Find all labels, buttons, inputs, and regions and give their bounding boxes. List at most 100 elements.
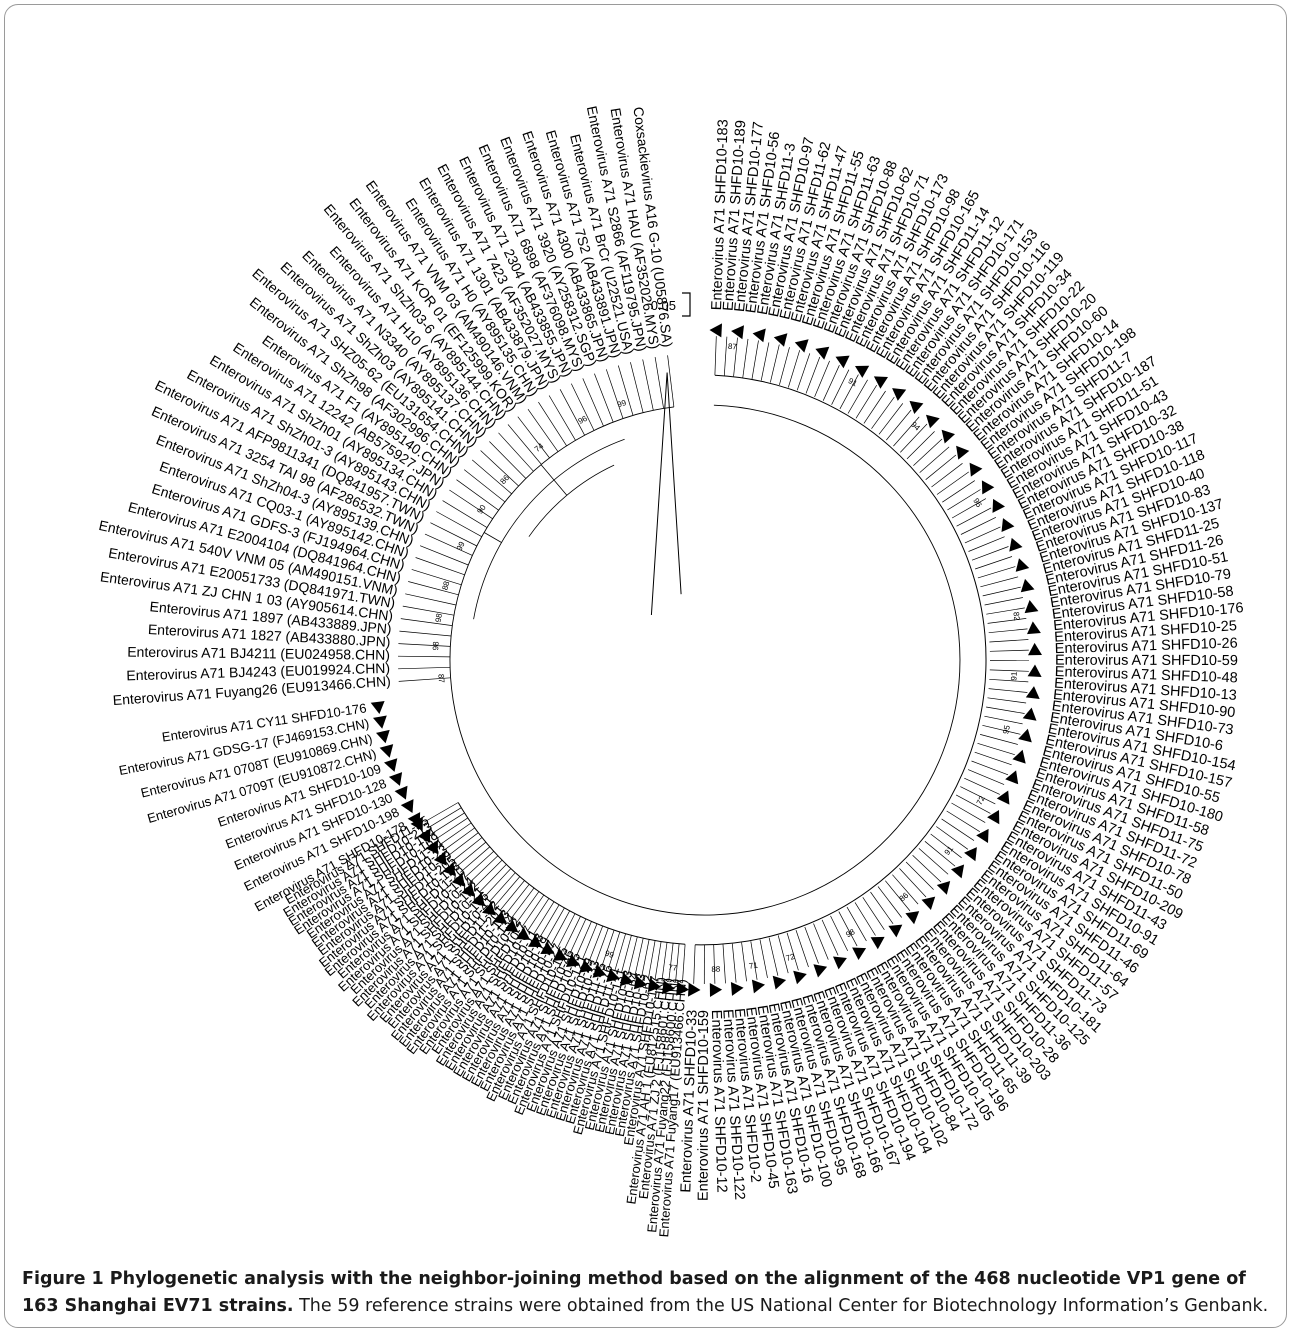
bootstrap-value: 72 bbox=[975, 794, 987, 807]
tree-branch bbox=[900, 423, 928, 453]
collapsed-clade-marker bbox=[870, 936, 885, 950]
collapsed-clade-marker bbox=[969, 462, 983, 477]
phylogenetic-tree: Enterovirus A71 SHFD10-183 Enterovirus A7… bbox=[97, 104, 1244, 1237]
collapsed-clade-marker bbox=[992, 498, 1005, 513]
tree-branch bbox=[411, 569, 462, 586]
tree-branch bbox=[654, 357, 664, 409]
tree-branch bbox=[946, 810, 980, 832]
tree-branch bbox=[971, 546, 1009, 561]
tree-branch bbox=[544, 907, 565, 942]
tree-branch bbox=[936, 471, 970, 495]
tree-branch bbox=[930, 833, 962, 859]
tree-branch bbox=[569, 918, 587, 955]
tree-branch bbox=[451, 837, 483, 863]
collapsed-clade-marker bbox=[528, 934, 543, 948]
tree-branch bbox=[714, 336, 717, 376]
tree-branch bbox=[667, 355, 675, 407]
bootstrap-value: 88 bbox=[440, 580, 451, 592]
bootstrap-value: 91 bbox=[943, 844, 956, 857]
collapsed-clade-marker bbox=[376, 729, 390, 744]
tree-branch bbox=[538, 401, 567, 446]
collapsed-clade-marker bbox=[619, 972, 634, 987]
bootstrap-value: 91 bbox=[1009, 671, 1018, 681]
bootstrap-value: 90 bbox=[475, 503, 488, 516]
tree-branch bbox=[605, 369, 624, 419]
taxon-label: Enterovirus A71 SHFD10-33 bbox=[678, 1010, 700, 1193]
taxon-label: Enterovirus A71 SHFD10-12 bbox=[708, 1010, 730, 1193]
tree-branch bbox=[510, 887, 535, 920]
tree-branch bbox=[831, 369, 850, 405]
collapsed-clade-marker bbox=[451, 873, 466, 887]
collapsed-clade-marker bbox=[1001, 518, 1015, 532]
tree-branch bbox=[517, 416, 550, 459]
tree-branch bbox=[449, 489, 493, 520]
tree-branch bbox=[489, 872, 516, 903]
tree-branch bbox=[989, 669, 1029, 672]
bootstrap-value: 95 bbox=[1001, 724, 1012, 735]
collapsed-clade-marker bbox=[941, 429, 955, 444]
collapsed-clade-marker bbox=[752, 328, 766, 343]
tree-branch bbox=[442, 827, 475, 852]
figure-caption: Figure 1 Phylogenetic analysis with the … bbox=[22, 1266, 1272, 1320]
tree-branch bbox=[968, 536, 1005, 552]
tree-branch bbox=[822, 365, 840, 401]
tree-branch bbox=[830, 915, 849, 952]
tree-branch bbox=[559, 389, 585, 436]
collapsed-clade-marker bbox=[976, 828, 989, 843]
bootstrap-value: 82 bbox=[1011, 611, 1021, 622]
tree-branches bbox=[397, 336, 1030, 985]
outgroup-branch bbox=[650, 372, 682, 616]
tree-branch bbox=[986, 706, 1025, 714]
tree-branch bbox=[550, 910, 571, 946]
tree-branch bbox=[964, 777, 1000, 795]
bootstrap-value: 91 bbox=[847, 376, 860, 388]
bootstrap-value: 99 bbox=[616, 398, 628, 409]
collapsed-clade-marker bbox=[592, 964, 607, 978]
collapsed-clade-marker bbox=[1009, 537, 1023, 552]
collapsed-clade-marker bbox=[384, 758, 398, 772]
bootstrap-value: 98 bbox=[844, 927, 857, 939]
collapsed-clade-marker bbox=[553, 948, 568, 961]
collapsed-clade-marker bbox=[425, 840, 439, 855]
tree-branch bbox=[838, 911, 858, 947]
bootstrap-value: 77 bbox=[668, 963, 678, 973]
collapsed-clade-marker bbox=[394, 785, 408, 800]
tree-branch bbox=[779, 347, 790, 385]
bootstrap-value: 86 bbox=[898, 890, 911, 903]
collapsed-clade-marker bbox=[888, 924, 903, 938]
tree-branch bbox=[460, 846, 491, 873]
taxon-label: Enterovirus A71 SHFD10-26 bbox=[1055, 636, 1238, 658]
collapsed-clade-marker bbox=[540, 941, 555, 954]
tree-branch bbox=[941, 818, 975, 841]
collapsed-clade-marker bbox=[1020, 578, 1035, 593]
taxon-label: Enterovirus A71 SHFD10-59 bbox=[1055, 653, 1238, 669]
tree-branch bbox=[499, 880, 525, 911]
tree-branch bbox=[905, 861, 934, 890]
collapsed-clade-marker bbox=[647, 978, 661, 993]
tree-branch bbox=[862, 897, 885, 930]
tree-branch bbox=[438, 822, 472, 846]
tree-branch bbox=[741, 942, 747, 982]
tree-branch bbox=[581, 923, 598, 961]
scale-bar-label: 0.05 bbox=[651, 298, 676, 313]
tree-arc bbox=[695, 374, 987, 946]
collapsed-clade-marker bbox=[921, 896, 936, 910]
collapsed-clade-marker bbox=[565, 954, 580, 967]
tree-branch bbox=[821, 919, 839, 956]
tree-branch bbox=[769, 344, 780, 383]
collapsed-clade-marker bbox=[1027, 621, 1041, 635]
tree-branch bbox=[682, 944, 686, 984]
tree-branch bbox=[540, 464, 568, 496]
bootstrap-value: 87 bbox=[728, 342, 738, 352]
tree-branch bbox=[947, 489, 981, 511]
tree-branch bbox=[988, 688, 1028, 693]
tree-branch bbox=[899, 868, 927, 898]
collapsed-clade-marker bbox=[433, 851, 447, 866]
tree-branch bbox=[400, 618, 453, 626]
bootstrap-value: 98 bbox=[431, 641, 440, 651]
collapsed-clade-marker bbox=[964, 847, 977, 862]
tree-branch bbox=[982, 724, 1021, 735]
collapsed-clade-marker bbox=[606, 968, 620, 983]
tree-branch bbox=[960, 516, 997, 535]
collapsed-clade-marker bbox=[688, 982, 701, 997]
